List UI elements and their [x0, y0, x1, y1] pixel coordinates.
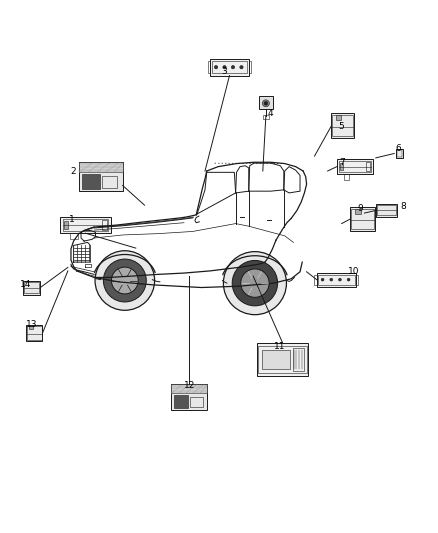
- Circle shape: [262, 100, 269, 107]
- Bar: [27, 326, 42, 340]
- Text: 1: 1: [69, 215, 75, 224]
- Bar: [336, 115, 341, 120]
- Bar: [208, 61, 210, 73]
- Bar: [210, 59, 249, 76]
- Text: 9: 9: [357, 204, 363, 213]
- Bar: [174, 395, 188, 408]
- Bar: [60, 216, 110, 233]
- Text: 13: 13: [26, 320, 37, 329]
- Bar: [355, 208, 361, 214]
- Text: 5: 5: [338, 122, 344, 131]
- Bar: [377, 205, 396, 215]
- Bar: [102, 221, 106, 230]
- Text: 11: 11: [274, 342, 285, 351]
- Bar: [23, 280, 40, 295]
- Circle shape: [330, 278, 332, 281]
- Bar: [293, 348, 304, 371]
- Circle shape: [339, 278, 341, 281]
- Bar: [340, 163, 343, 171]
- Bar: [356, 274, 358, 285]
- Circle shape: [232, 261, 278, 306]
- Bar: [24, 282, 39, 293]
- Circle shape: [347, 278, 350, 281]
- Bar: [79, 163, 123, 191]
- Bar: [258, 345, 307, 373]
- Bar: [366, 163, 370, 171]
- Bar: [212, 61, 247, 73]
- Bar: [314, 274, 317, 285]
- Bar: [171, 384, 207, 410]
- Bar: [337, 159, 373, 174]
- Bar: [397, 150, 402, 157]
- Circle shape: [214, 66, 218, 69]
- Bar: [259, 96, 273, 109]
- Circle shape: [95, 251, 155, 310]
- Circle shape: [231, 66, 235, 69]
- Circle shape: [321, 278, 324, 281]
- Bar: [171, 384, 207, 393]
- Bar: [344, 174, 350, 180]
- Bar: [190, 397, 202, 407]
- Bar: [79, 163, 123, 173]
- Bar: [376, 204, 397, 217]
- Bar: [318, 274, 354, 285]
- Circle shape: [103, 259, 146, 302]
- Bar: [351, 209, 374, 229]
- Bar: [257, 343, 308, 376]
- Bar: [29, 326, 33, 329]
- Text: 3: 3: [221, 67, 227, 76]
- Text: 14: 14: [20, 280, 31, 289]
- Bar: [102, 176, 117, 188]
- Text: 7: 7: [339, 158, 346, 167]
- Bar: [396, 149, 403, 158]
- Text: 8: 8: [400, 203, 406, 212]
- Bar: [350, 207, 375, 231]
- Circle shape: [223, 66, 226, 69]
- Bar: [63, 219, 108, 231]
- Text: 10: 10: [348, 267, 360, 276]
- Bar: [331, 114, 354, 138]
- Bar: [262, 350, 290, 369]
- Circle shape: [264, 101, 268, 105]
- Circle shape: [240, 66, 243, 69]
- Bar: [26, 325, 42, 342]
- Bar: [317, 273, 356, 287]
- Text: 12: 12: [184, 381, 195, 390]
- Text: 2: 2: [71, 166, 76, 175]
- Text: 4: 4: [268, 109, 273, 118]
- Bar: [332, 115, 353, 135]
- Bar: [339, 161, 371, 173]
- Bar: [70, 233, 78, 239]
- Circle shape: [223, 252, 286, 314]
- Circle shape: [111, 267, 138, 294]
- Bar: [82, 174, 100, 189]
- Bar: [249, 61, 251, 73]
- Bar: [64, 221, 68, 229]
- Bar: [263, 115, 268, 119]
- Text: 6: 6: [396, 144, 402, 153]
- Circle shape: [241, 269, 269, 297]
